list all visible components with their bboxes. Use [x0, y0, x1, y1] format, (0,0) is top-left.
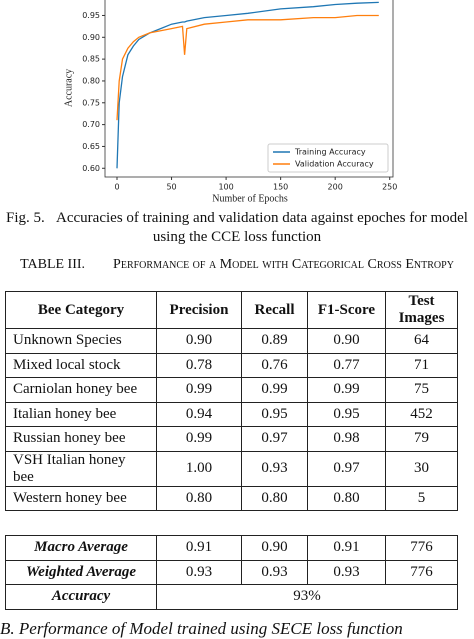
table-cell: 0.91 [307, 535, 386, 561]
y-tick-label: 0.60 [82, 164, 100, 173]
table-cell: 0.78 [156, 352, 242, 378]
row-label: Western honey bee [5, 485, 157, 511]
table-cell: 776 [385, 559, 458, 585]
table-title-text: Performance of a Model with Categorical … [113, 257, 454, 272]
table-cell: 0.90 [241, 535, 308, 561]
figure-caption: Fig. 5. Accuracies of training and valid… [0, 209, 474, 247]
x-tick-label: 100 [218, 183, 233, 192]
x-tick-label: 200 [328, 183, 343, 192]
series-line [116, 1, 379, 169]
table-row: Carniolan honey bee 0.99 0.99 0.99 75 [5, 377, 458, 403]
table-cell: 0.89 [241, 328, 308, 354]
table-cell: 0.93 [241, 559, 308, 585]
y-axis-label: Accuracy [63, 69, 74, 107]
y-tick-label: 0.90 [82, 33, 100, 42]
column-header: Test Images [385, 291, 458, 329]
section-heading: B. Performance of Model trained using SE… [0, 619, 403, 638]
y-tick-label: 0.95 [82, 11, 100, 20]
table-cell: 0.77 [307, 352, 386, 378]
chart: Number of Epochs Accuracy 0.60 0.65 0.70 0.… [63, 0, 397, 204]
table-label: TABLE III. [20, 257, 86, 272]
table-row: VSH Italian honey bee 1.00 0.93 0.97 30 [5, 450, 458, 487]
summary-table: Macro Average 0.91 0.90 0.91 776 Weighted Ave… [5, 535, 458, 610]
table-row: Unknown Species 0.90 0.89 0.90 64 [5, 328, 458, 354]
table-cell: 0.99 [307, 377, 386, 403]
column-header: Precision [156, 291, 242, 329]
table-cell: 0.93 [241, 450, 308, 487]
table-cell: 5 [385, 485, 458, 511]
table-cell: 0.90 [307, 328, 386, 354]
table-cell: 30 [385, 450, 458, 487]
legend-box [267, 143, 389, 173]
x-tick-label: 50 [166, 183, 176, 192]
table-row: Italian honey bee 0.94 0.95 0.95 452 [5, 401, 458, 427]
table-row: Mixed local stock 0.78 0.76 0.77 71 [5, 352, 458, 378]
table-row: Western honey bee 0.80 0.80 0.80 5 [5, 485, 458, 511]
table-cell: 0.76 [241, 352, 308, 378]
column-header: Bee Category [5, 291, 157, 329]
row-label: Accuracy [5, 584, 157, 610]
table-row: Accuracy 93% [5, 584, 458, 610]
caption-label: Fig. 5. [6, 210, 45, 226]
table-cell: 0.90 [156, 328, 242, 354]
x-tick-label: 0 [114, 183, 119, 192]
table-cell: 0.99 [241, 377, 308, 403]
row-label: Russian honey bee [5, 426, 157, 452]
x-tick-label: 150 [273, 183, 288, 192]
table-cell: 452 [385, 401, 458, 427]
table-cell: 0.99 [156, 377, 242, 403]
table-cell: 776 [385, 535, 458, 561]
row-label: Macro Average [5, 535, 157, 561]
legend-label: Validation Accuracy [295, 160, 374, 169]
table-cell: 0.80 [241, 485, 308, 511]
table-cell: 0.99 [156, 426, 242, 452]
table-cell: 79 [385, 426, 458, 452]
y-tick-label: 0.85 [82, 55, 100, 64]
table-cell: 0.97 [307, 450, 386, 487]
table-cell: 71 [385, 352, 458, 378]
row-label: VSH Italian honey bee [5, 450, 157, 487]
y-tick-label: 0.80 [82, 76, 100, 85]
table-cell: 64 [385, 328, 458, 354]
table-title: TABLE III. Performance of a Model with C… [4, 257, 470, 273]
row-label: Weighted Average [5, 559, 157, 585]
table-cell: 0.94 [156, 401, 242, 427]
table-cell: 1.00 [156, 450, 242, 487]
table-row: Weighted Average 0.93 0.93 0.93 776 [5, 559, 458, 585]
table-cell: 0.91 [156, 535, 242, 561]
y-tick-label: 0.75 [82, 98, 100, 107]
legend-label: Training Accuracy [294, 148, 366, 157]
y-tick-label: 0.70 [82, 120, 100, 129]
table-cell: 0.93 [307, 559, 386, 585]
x-axis-label: Number of Epochs [212, 193, 288, 204]
table-cell: 0.93 [156, 559, 242, 585]
table-row: Macro Average 0.91 0.90 0.91 776 [5, 535, 458, 561]
table-cell: 0.95 [241, 401, 308, 427]
caption-text: Accuracies of training and validation da… [56, 210, 468, 245]
table-cell: 0.98 [307, 426, 386, 452]
table-cell: 93% [156, 584, 458, 610]
plot-frame [104, 0, 394, 178]
row-label: Italian honey bee [5, 401, 157, 427]
row-label: Mixed local stock [5, 352, 157, 378]
series-line [116, 14, 379, 121]
table-cell: 75 [385, 377, 458, 403]
table-cell: 0.80 [156, 485, 242, 511]
table-cell: 0.95 [307, 401, 386, 427]
table-row: Bee Category Precision Recall F1-Score Test … [5, 291, 458, 329]
x-tick-label: 250 [382, 183, 397, 192]
column-header: Recall [241, 291, 308, 329]
table-row: Russian honey bee 0.99 0.97 0.98 79 [5, 426, 458, 452]
table-cell: 0.80 [307, 485, 386, 511]
y-tick-label: 0.65 [82, 142, 100, 151]
row-label: Unknown Species [5, 328, 157, 354]
table-cell: 0.97 [241, 426, 308, 452]
results-table: Bee Category Precision Recall F1-Score Test … [5, 291, 458, 511]
row-label: Carniolan honey bee [5, 377, 157, 403]
column-header: F1-Score [307, 291, 386, 329]
